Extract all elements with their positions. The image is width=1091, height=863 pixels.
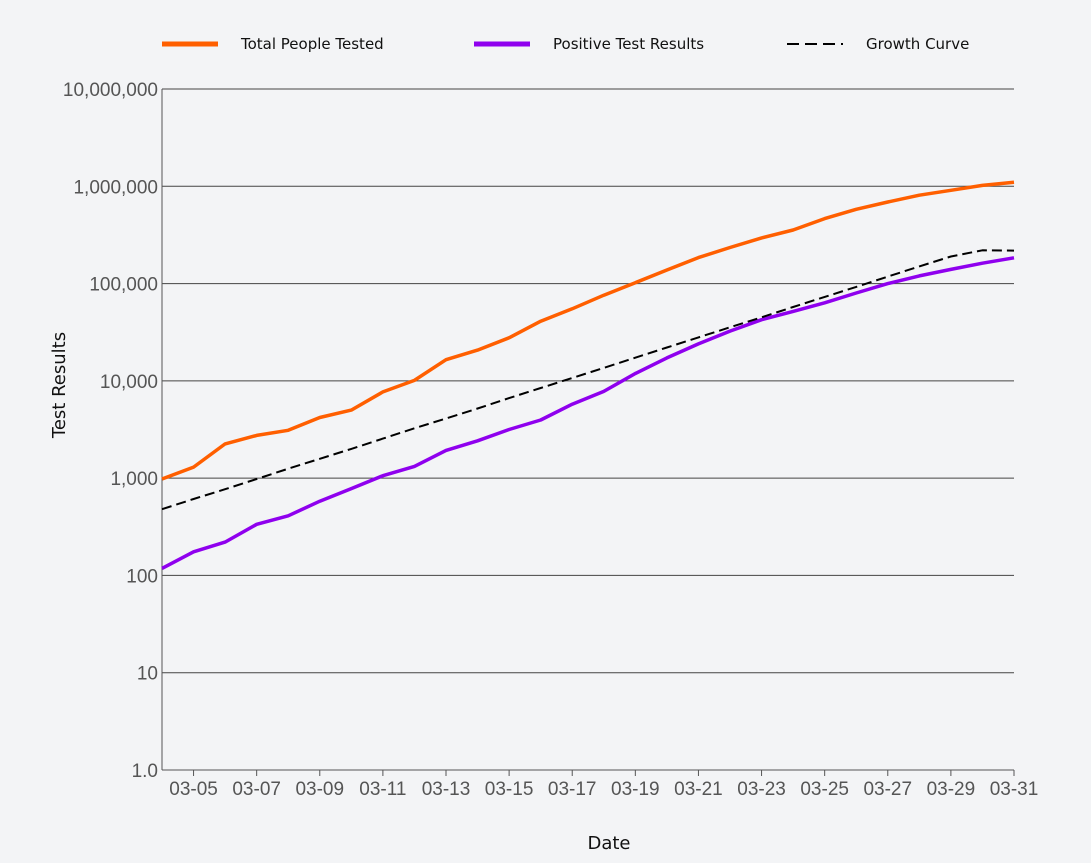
x-tick-label: 03-31: [990, 779, 1039, 800]
series-line-growth-curve: [161, 249, 1015, 511]
legend-label: Growth Curve: [866, 35, 969, 53]
x-tick-label: 03-11: [359, 779, 406, 800]
series-line-total-people-tested: [161, 180, 1015, 481]
x-tick-label: 03-29: [927, 779, 976, 800]
y-tick-label: 100: [126, 566, 158, 587]
x-tick-label: 03-27: [863, 779, 912, 800]
x-tick-label: 03-07: [232, 779, 281, 800]
series-line-positive-test-results: [161, 256, 1015, 570]
y-axis-title: Test Results: [49, 332, 70, 439]
x-tick-label: 03-09: [295, 779, 344, 800]
y-tick-label: 10,000,000: [63, 80, 158, 101]
axes: 1.0 10 100 1,000 10,000 100,000 1,000,000 10,00…: [63, 80, 1038, 800]
x-tick-label: 03-19: [611, 779, 660, 800]
legend-label: Positive Test Results: [553, 35, 704, 53]
x-axis-title: Date: [587, 833, 630, 854]
x-tick-label: 03-25: [800, 779, 849, 800]
legend-label: Total People Tested: [240, 35, 384, 53]
x-tick-label: 03-23: [737, 779, 786, 800]
x-tick-label: 03-21: [674, 779, 723, 800]
y-tick-label: 1.0: [132, 761, 158, 782]
x-tick-label: 03-13: [422, 779, 471, 800]
y-tick-label: 100,000: [89, 275, 158, 296]
y-tick-label: 10,000: [100, 372, 158, 393]
series-lines: [161, 180, 1015, 570]
y-tick-label: 1,000: [110, 469, 158, 490]
x-tick-label: 03-17: [548, 779, 597, 800]
y-tick-label: 10: [137, 664, 158, 685]
y-tick-label: 1,000,000: [73, 177, 158, 198]
legend: Total People Tested Positive Test Results…: [162, 35, 969, 53]
x-tick-label: 03-15: [485, 779, 534, 800]
x-tick-label: 03-05: [169, 779, 218, 800]
